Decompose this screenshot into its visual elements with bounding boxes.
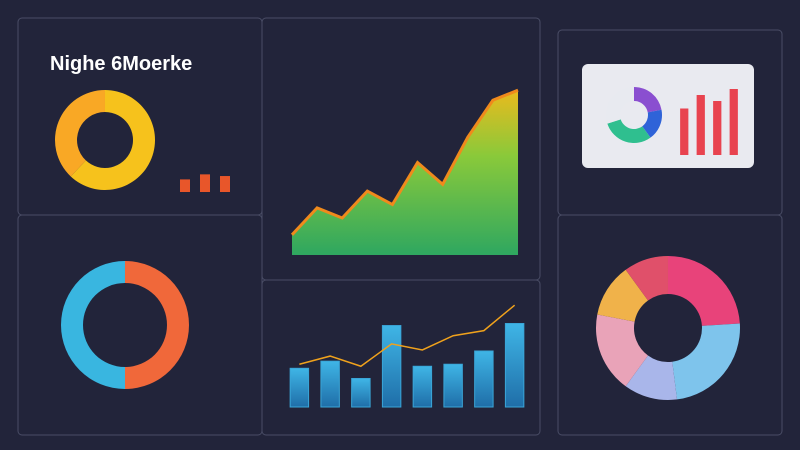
donut-segment — [60, 261, 125, 389]
bar — [289, 367, 310, 408]
bar — [381, 325, 402, 408]
area — [292, 90, 518, 255]
donut-segment — [125, 261, 190, 389]
panels — [17, 17, 783, 436]
bar — [729, 89, 738, 155]
bar — [320, 360, 340, 408]
bar — [180, 179, 190, 192]
bar — [474, 350, 494, 408]
donut-segment — [642, 109, 662, 138]
bar — [200, 174, 210, 192]
donut-segment — [634, 87, 662, 113]
bar — [504, 323, 525, 408]
bar — [680, 108, 689, 155]
line — [290, 88, 519, 236]
donut-segment — [668, 256, 740, 326]
bar — [713, 101, 722, 155]
donut-segment — [607, 119, 651, 144]
bar — [351, 377, 371, 408]
donut-segment — [597, 269, 649, 322]
bar — [696, 95, 705, 155]
title: Nighe 6Moerke — [50, 53, 192, 75]
donut-segment — [672, 323, 740, 400]
donut-segment — [596, 314, 649, 387]
bar — [443, 363, 463, 408]
donut-segment — [55, 90, 105, 177]
donut-segment — [625, 355, 678, 400]
bar — [220, 176, 230, 192]
donut-segment — [625, 256, 668, 301]
donut-segment — [70, 90, 155, 190]
line — [299, 304, 516, 368]
bar — [412, 365, 433, 408]
donut-segment — [606, 87, 634, 124]
